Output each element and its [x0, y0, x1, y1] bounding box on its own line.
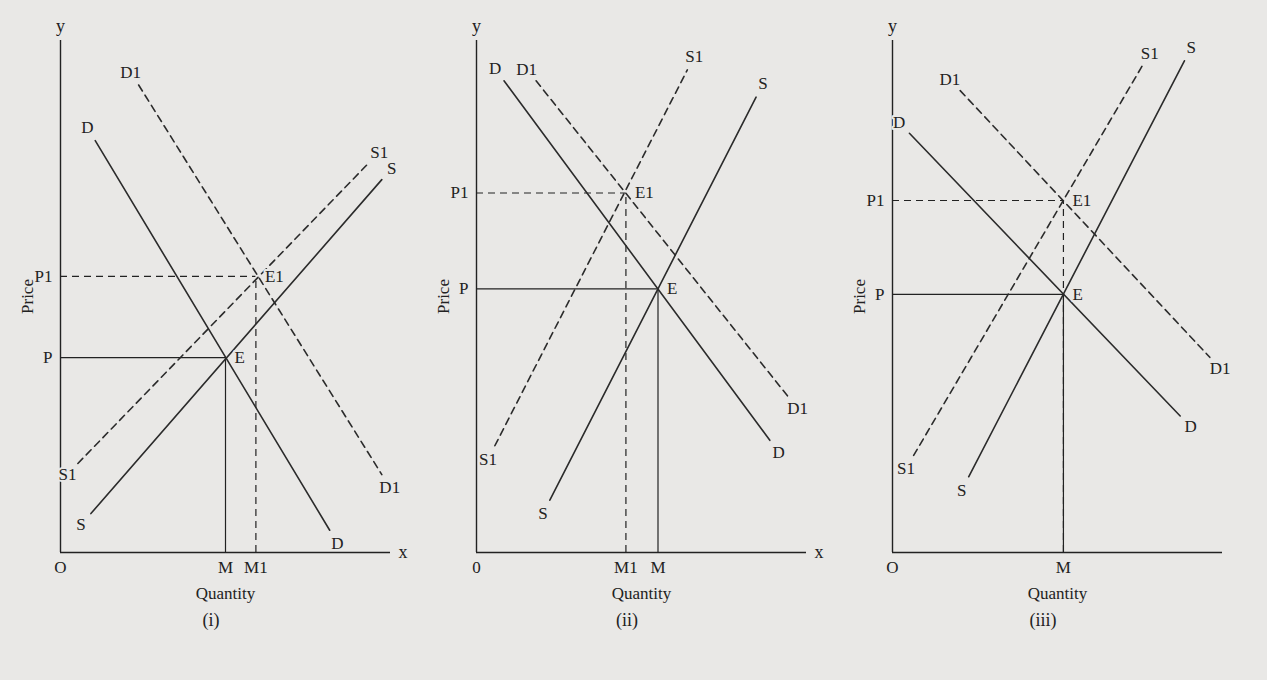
svg-text:y: y	[888, 16, 897, 36]
svg-text:S1: S1	[479, 450, 497, 469]
svg-text:S: S	[957, 481, 966, 500]
svg-text:D1: D1	[516, 60, 537, 79]
svg-text:S: S	[387, 159, 396, 178]
svg-text:S: S	[758, 74, 767, 93]
svg-text:Price: Price	[850, 279, 869, 314]
svg-text:E1: E1	[265, 267, 284, 286]
svg-text:P: P	[459, 279, 468, 298]
svg-text:y: y	[472, 16, 481, 36]
svg-text:Quantity: Quantity	[196, 584, 256, 603]
svg-text:P1: P1	[867, 191, 885, 210]
svg-text:P1: P1	[451, 183, 469, 202]
svg-text:P1: P1	[35, 267, 53, 286]
svg-text:D: D	[331, 534, 343, 553]
svg-text:S1: S1	[370, 143, 388, 162]
svg-text:E: E	[1072, 285, 1082, 304]
svg-text:E1: E1	[1072, 191, 1091, 210]
svg-text:P: P	[43, 348, 52, 367]
svg-text:M1: M1	[614, 558, 638, 577]
svg-text:S1: S1	[1141, 44, 1159, 63]
svg-text:D1: D1	[1210, 359, 1231, 378]
svg-text:M: M	[218, 558, 233, 577]
svg-text:S: S	[1187, 38, 1196, 57]
svg-text:y: y	[56, 16, 65, 36]
svg-text:D1: D1	[120, 63, 141, 82]
svg-text:P: P	[875, 285, 884, 304]
svg-text:S1: S1	[897, 459, 915, 478]
svg-text:Price: Price	[18, 279, 37, 314]
svg-text:x: x	[815, 542, 824, 562]
svg-text:O: O	[54, 558, 66, 577]
svg-text:0: 0	[472, 558, 481, 577]
svg-text:D1: D1	[787, 399, 808, 418]
svg-text:D1: D1	[940, 70, 961, 89]
svg-text:Price: Price	[434, 279, 453, 314]
svg-text:x: x	[399, 542, 408, 562]
svg-text:M: M	[1056, 558, 1071, 577]
svg-text:S1: S1	[58, 465, 76, 484]
svg-text:E: E	[235, 348, 245, 367]
svg-text:M: M	[650, 558, 665, 577]
svg-text:D: D	[773, 443, 785, 462]
svg-text:E1: E1	[635, 183, 654, 202]
svg-text:Quantity: Quantity	[612, 584, 672, 603]
svg-text:D: D	[893, 113, 905, 132]
svg-text:M1: M1	[244, 558, 268, 577]
svg-text:Quantity: Quantity	[1028, 584, 1088, 603]
svg-text:D: D	[81, 118, 93, 137]
svg-text:S: S	[538, 504, 547, 523]
html-text:(iii): (iii)	[1029, 610, 1057, 630]
html-text:(i): (i)	[202, 610, 220, 630]
svg-text:S1: S1	[685, 47, 703, 66]
svg-text:E: E	[667, 279, 677, 298]
svg-text:D: D	[489, 59, 501, 78]
svg-text:S: S	[76, 515, 85, 534]
svg-text:D: D	[1184, 417, 1196, 436]
html-text:(ii): (ii)	[616, 610, 638, 630]
svg-text:O: O	[886, 558, 898, 577]
svg-text:D1: D1	[379, 478, 400, 497]
